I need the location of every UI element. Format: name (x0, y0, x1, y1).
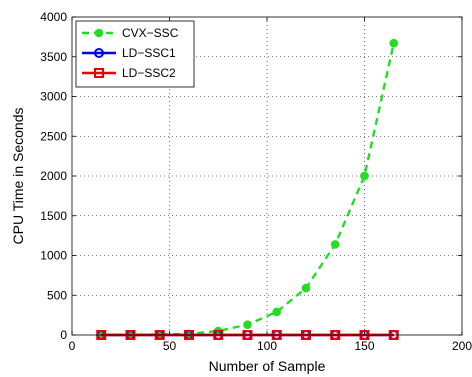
axis-ticks (71, 16, 463, 336)
legend-label: LD−SSC2 (122, 66, 176, 80)
y-tick-label: 2500 (40, 129, 67, 143)
legend-label: LD−SSC1 (122, 46, 176, 60)
y-tick-label: 3500 (40, 50, 67, 64)
y-tick-label: 3000 (40, 90, 67, 104)
data-point (360, 171, 369, 181)
y-tick-label: 2000 (40, 169, 67, 183)
y-tick-label: 4000 (40, 10, 67, 24)
y-tick-label: 500 (47, 288, 67, 302)
data-point (243, 320, 252, 329)
y-tick-label: 0 (60, 328, 67, 342)
legend-marker (94, 48, 104, 58)
y-axis-title: CPU Time in Seconds (10, 108, 26, 245)
legend-label: CVX−SSC (122, 26, 179, 40)
legend-marker (94, 68, 104, 78)
data-point (389, 38, 399, 48)
x-tick-label: 100 (257, 339, 277, 353)
legend-entry: LD−SSC2 (82, 66, 176, 80)
data-point (330, 240, 340, 249)
legend-entry: LD−SSC1 (82, 46, 176, 60)
legend-marker (94, 28, 104, 38)
tick-labels: 0 50 100 150 2000500100015002000250030003500… (40, 10, 472, 353)
x-axis-title: Number of Sample (209, 358, 326, 374)
data-point (301, 283, 311, 293)
y-tick-label: 1000 (40, 249, 67, 263)
legend: CVX−SSC LD−SSC1 LD−SSC2 (75, 20, 195, 88)
x-tick-label: 200 (452, 339, 472, 353)
y-tick-label: 1500 (40, 209, 67, 223)
x-tick-label: 0 (69, 339, 76, 353)
legend-entry: CVX−SSC (82, 26, 179, 40)
data-point (272, 307, 282, 317)
x-tick-label: 50 (163, 339, 177, 353)
x-tick-label: 150 (354, 339, 374, 353)
